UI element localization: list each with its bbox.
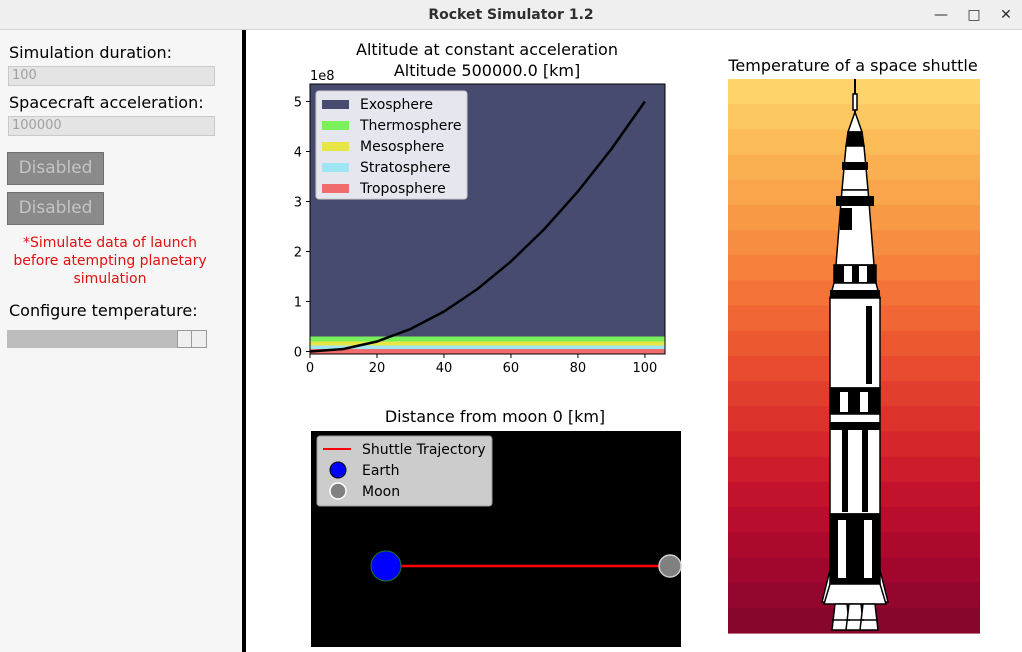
moon-chart: Distance from moon 0 [km] Shuttle Trajec… [311, 407, 682, 647]
warning-line-1: *Simulate data of launch [22, 235, 198, 251]
altitude-x-tick-label: 0 [306, 361, 314, 376]
altitude-x-tick-label: 100 [632, 361, 657, 376]
legend-label-stratosphere: Stratosphere [360, 160, 451, 176]
acceleration-label: Spacecraft acceleration: [9, 93, 204, 112]
altitude-x-tick-label: 60 [503, 361, 520, 376]
rocket-icon [821, 79, 889, 631]
legend-label-troposphere: Troposphere [359, 181, 446, 197]
legend-label-earth: Earth [362, 463, 400, 479]
altitude-chart: Altitude at constant acceleration Altitu… [294, 40, 666, 376]
altitude-legend: Exosphere Thermosphere Mesosphere Stratosph… [315, 90, 468, 200]
altitude-y-tick-label: 5 [294, 96, 302, 111]
slider-handle[interactable] [177, 330, 207, 348]
close-button[interactable]: ✕ [1000, 7, 1012, 23]
altitude-plot-frame [309, 83, 666, 355]
warning-line-3: simulation [73, 271, 147, 287]
altitude-y-tick-label: 1 [294, 296, 302, 311]
legend-label-exosphere: Exosphere [360, 97, 433, 113]
altitude-band-mesosphere [310, 341, 665, 346]
panel-divider [242, 30, 246, 652]
control-panel: Simulation duration: 100 Spacecraft acce… [0, 30, 242, 652]
altitude-y-tick-label: 0 [294, 346, 302, 361]
launch-warning: *Simulate data of launch before atemptin… [0, 234, 220, 288]
minimize-button[interactable]: — [934, 7, 948, 23]
altitude-y-tick-label: 3 [294, 196, 302, 211]
altitude-band-stratosphere [310, 345, 665, 349]
altitude-curve [309, 100, 646, 353]
duration-input[interactable]: 100 [8, 66, 215, 86]
window-title: Rocket Simulator 1.2 [428, 7, 594, 23]
altitude-legend-box [315, 90, 468, 200]
legend-label-shuttle-trajectory: Shuttle Trajectory [362, 442, 486, 458]
legend-swatch-exosphere [322, 100, 349, 109]
disabled-button-2[interactable]: Disabled [7, 192, 104, 225]
legend-earth-swatch [329, 461, 347, 479]
altitude-title-line2: Altitude 500000.0 [km] [394, 61, 580, 80]
acceleration-input[interactable]: 100000 [8, 116, 215, 136]
maximize-button[interactable]: □ [967, 7, 981, 23]
temperature-label: Configure temperature: [9, 301, 198, 320]
shuttle-temperature-panel: Temperature of a space shuttle [727, 56, 980, 634]
altitude-band-thermosphere [310, 336, 665, 342]
legend-moon-swatch [329, 482, 347, 500]
duration-label: Simulation duration: [9, 43, 173, 62]
legend-swatch-stratosphere [322, 163, 349, 172]
altitude-offset-text: 1e8 [310, 69, 335, 84]
altitude-x-tick-label: 80 [570, 361, 587, 376]
moon-marker [658, 554, 682, 578]
moon-legend: Shuttle Trajectory Earth Moon [316, 435, 493, 507]
temperature-slider[interactable] [7, 330, 207, 348]
moon-title: Distance from moon 0 [km] [385, 407, 605, 426]
legend-swatch-troposphere [322, 184, 349, 193]
moon-plot-area [370, 550, 682, 582]
warning-line-2: before atempting planetary [13, 253, 207, 269]
earth-marker [370, 550, 402, 582]
altitude-y-tick-label: 4 [294, 146, 302, 161]
legend-label-thermosphere: Thermosphere [359, 118, 461, 134]
legend-swatch-mesosphere [322, 142, 349, 151]
altitude-x-tick-label: 40 [436, 361, 453, 376]
disabled-button-1[interactable]: Disabled [7, 152, 104, 185]
shuttle-title: Temperature of a space shuttle [727, 56, 977, 75]
window-titlebar: Rocket Simulator 1.2 — □ ✕ [0, 0, 1022, 30]
altitude-band-troposphere [310, 349, 665, 354]
legend-label-moon: Moon [362, 484, 400, 500]
altitude-y-tick-label: 2 [294, 246, 302, 261]
altitude-plot-area: 0 20 40 60 80 100 0 1 2 3 4 5 [294, 83, 666, 376]
legend-label-mesosphere: Mesosphere [360, 139, 444, 155]
legend-swatch-thermosphere [322, 121, 349, 130]
moon-legend-box [316, 435, 493, 507]
altitude-title-line1: Altitude at constant acceleration [356, 40, 618, 59]
altitude-x-tick-label: 20 [369, 361, 386, 376]
